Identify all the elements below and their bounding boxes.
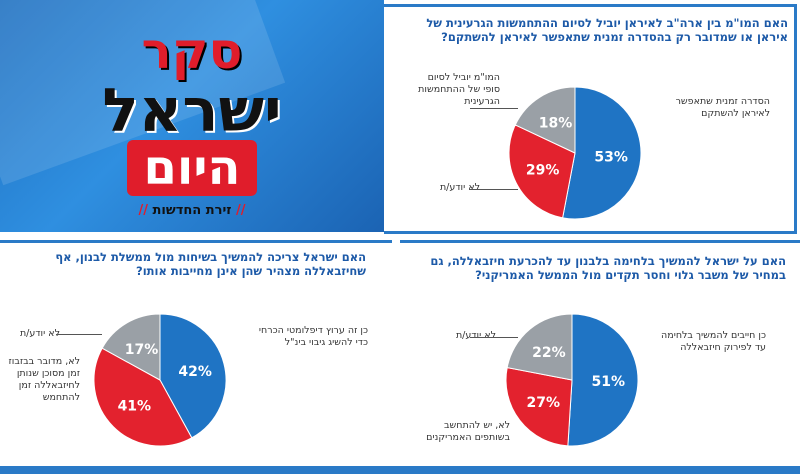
logo-line-3: היום (0, 140, 384, 196)
pie-3-value-label-1: 51% (592, 374, 626, 390)
poll-2-question: האם ישראל צריכה להמשיך בשיחות מול ממשלת … (55, 250, 366, 278)
logo-tagline-text: זירת החדשות (152, 203, 232, 218)
pie-3-slice-3 (506, 313, 573, 381)
poll-1-question: האם המו"מ בין ארה"ב לאיראן יוביל לסיום ה… (426, 16, 788, 44)
pie-1-value-label-1: 53% (594, 149, 628, 165)
logo-line-2: ישראל (102, 76, 282, 146)
pie-2-value-label-2: 41% (118, 399, 152, 415)
pie-2-value-label-3: 17% (125, 342, 159, 358)
poll-3-label-blue: כן חייבים להמשיך בלחימה עד לפירוק חיזבאל… (661, 330, 766, 353)
pie-2-slice-3 (101, 313, 161, 381)
pie-1-slice-3 (514, 86, 576, 154)
poll-2-leader-gray (56, 334, 102, 335)
poll-1-label-red: לא יודע/ת (439, 182, 480, 193)
poll-1-pie: 53% 29% 18% (508, 86, 642, 220)
poll-3-label-gray: לא יודע/ת (455, 330, 496, 341)
logo-line-3-text: היום (127, 140, 257, 196)
pie-2-value-label-1: 42% (178, 364, 212, 380)
poll-2-label-red: לא, מדובר בבזבוז זמן מסוכן שנותן לחיזבאל… (8, 356, 80, 403)
pie-3-slice-1 (567, 313, 639, 447)
poll-logo: סקר ישראל היום // זירת החדשות // (0, 0, 384, 232)
pie-3-value-label-2: 27% (527, 395, 561, 411)
poll-3-pie: 51% 27% 22% (505, 313, 639, 447)
pie-3-value-label-3: 22% (532, 345, 566, 361)
logo-tagline: // זירת החדשות // (138, 203, 246, 218)
bottom-bar (0, 466, 800, 474)
poll-1-leader-gray (470, 108, 518, 109)
poll-3-leader-gray (470, 337, 518, 338)
pie-3-slice-2 (505, 367, 573, 447)
pie-2-slice-2 (93, 347, 193, 447)
poll-3-label-red: לא, יש להתחשב בשותפים האמריקנים (426, 420, 510, 443)
pie-1-slice-1 (562, 86, 642, 220)
logo-line-1: סקר (141, 22, 243, 80)
poll-2-label-gray: לא יודע/ת (19, 328, 60, 339)
pie-2-slice-1 (159, 313, 227, 439)
pie-1-value-label-3: 18% (539, 115, 573, 131)
poll-3-question: האם על ישראל להמשיך בלחימה בלבנון עד להכ… (430, 254, 786, 282)
poll-1-leader-red (470, 189, 518, 190)
poll-2-label-blue: כן זה ערוץ דיפלומטי הכרחי כדי להשיג גיבו… (258, 325, 368, 348)
pie-1-value-label-2: 29% (526, 162, 560, 178)
poll-2-pie: 42% 41% 17% (93, 313, 227, 447)
poll-1-label-blue: הסדרה זמנית שתאפשר לאיראן להשתקם (675, 96, 770, 119)
poll-1-label-gray: המו"מ יוביל לסיום סופי של ההתחמשות הגרעי… (418, 72, 500, 107)
pie-1-slice-2 (508, 124, 576, 219)
